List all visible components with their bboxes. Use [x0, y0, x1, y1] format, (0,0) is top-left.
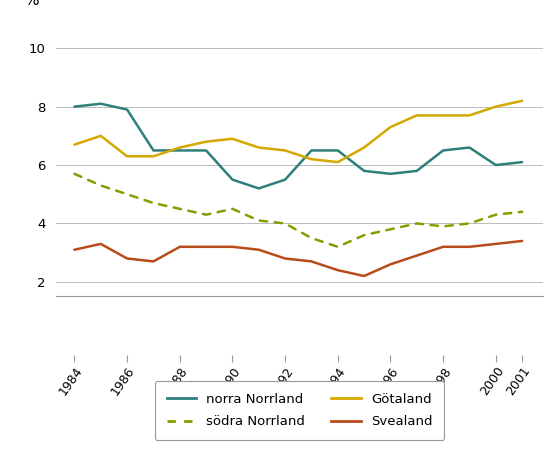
Y-axis label: %: % [24, 0, 39, 8]
Legend: norra Norrland, södra Norrland, Götaland, Svealand: norra Norrland, södra Norrland, Götaland… [155, 381, 445, 440]
